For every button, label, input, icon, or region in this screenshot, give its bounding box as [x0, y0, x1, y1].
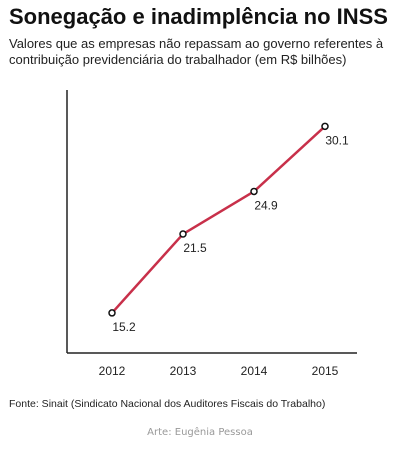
data-label-2012: 15.2: [112, 320, 136, 334]
line-chart-svg: 2012 2013 2014 2015 15.2 21.5 24.9 30.1: [66, 90, 357, 378]
series-line: [111, 125, 326, 314]
x-tick-label-2015: 2015: [312, 364, 339, 378]
chart-title: Sonegação e inadimplência no INSS: [9, 4, 388, 29]
chart-subtitle: Valores que as empresas não repassam ao …: [9, 36, 384, 67]
data-label-2015: 30.1: [325, 133, 349, 147]
x-tick-label-2013: 2013: [170, 364, 197, 378]
data-point-2014: [250, 187, 258, 196]
series-group: 15.2 21.5 24.9 30.1: [108, 122, 349, 334]
data-point-2012: [108, 309, 116, 317]
x-tick-label-2012: 2012: [99, 364, 126, 378]
x-tick-label-2014: 2014: [241, 364, 268, 378]
line-chart: 2012 2013 2014 2015 15.2 21.5 24.9 30.1: [0, 70, 400, 390]
data-label-2014: 24.9: [254, 198, 278, 212]
data-point-2013: [179, 230, 187, 238]
x-tick-labels: 2012 2013 2014 2015: [99, 364, 339, 378]
credit-note: Arte: Eugênia Pessoa: [147, 427, 253, 438]
source-note: Fonte: Sinait (Sindicato Nacional dos Au…: [9, 398, 326, 410]
data-label-2013: 21.5: [183, 241, 207, 255]
data-point-2015: [321, 122, 329, 131]
